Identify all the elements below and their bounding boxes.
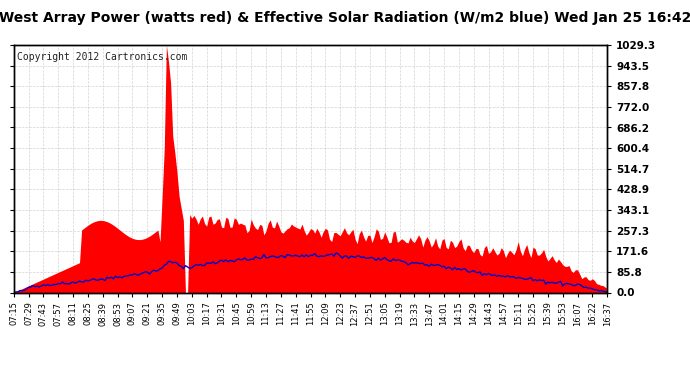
Text: West Array Power (watts red) & Effective Solar Radiation (W/m2 blue) Wed Jan 25 : West Array Power (watts red) & Effective… <box>0 11 690 25</box>
Text: Copyright 2012 Cartronics.com: Copyright 2012 Cartronics.com <box>17 53 187 62</box>
